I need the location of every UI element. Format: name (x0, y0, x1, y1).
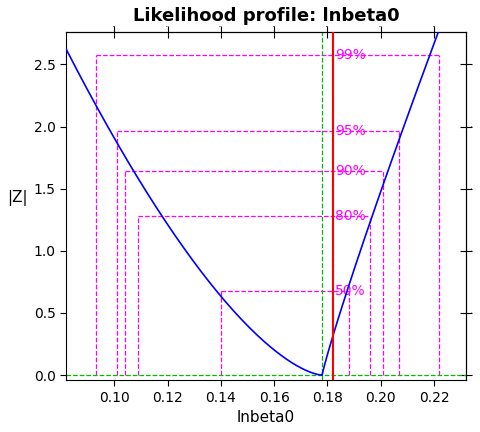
Text: 90%: 90% (336, 164, 366, 178)
Y-axis label: |Z|: |Z| (7, 190, 27, 206)
Text: 50%: 50% (336, 284, 366, 299)
X-axis label: lnbeta0: lnbeta0 (237, 410, 295, 425)
Text: 99%: 99% (336, 48, 366, 62)
Title: Likelihood profile: lnbeta0: Likelihood profile: lnbeta0 (133, 7, 399, 25)
Text: 95%: 95% (336, 124, 366, 139)
Text: 80%: 80% (336, 209, 366, 223)
